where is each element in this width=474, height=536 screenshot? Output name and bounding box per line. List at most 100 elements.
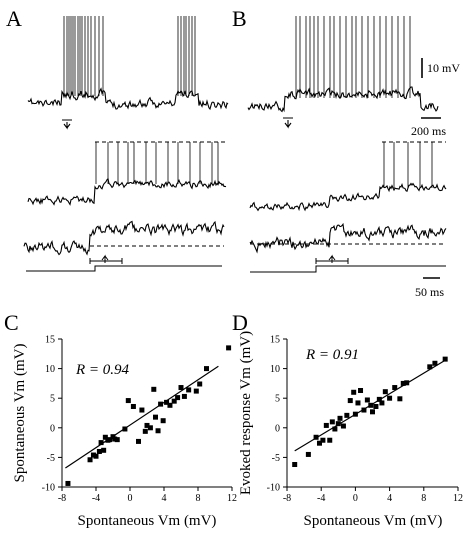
plot-d-x-tick-label: -8 bbox=[283, 493, 291, 504]
stimulus-trace-b bbox=[250, 265, 446, 273]
plot-c-x-tick-label: 0 bbox=[128, 493, 133, 504]
plot-c-data-point bbox=[136, 438, 141, 444]
plot-d-data-point bbox=[376, 396, 382, 402]
latency-marker-a bbox=[89, 254, 123, 264]
plot-d-data-point bbox=[442, 356, 448, 362]
plot-d-data-point bbox=[340, 423, 346, 429]
scatter-plot-d: R = 0.91 Spontaneous Vm (mV) Evoked resp… bbox=[238, 331, 463, 529]
voltage-scale-label: 10 mV bbox=[427, 61, 460, 75]
plot-c-y-tick-label: -5 bbox=[47, 453, 55, 464]
plot-c-data-point bbox=[139, 407, 145, 413]
plot-c-data-point bbox=[158, 401, 164, 407]
plot-c-data-point bbox=[160, 418, 166, 424]
plot-c-data-point bbox=[87, 457, 93, 463]
plot-c-data-point bbox=[153, 414, 158, 420]
plot-c-data-point bbox=[65, 480, 71, 486]
plot-d-data-point bbox=[358, 388, 364, 394]
plot-c-data-point bbox=[178, 385, 184, 391]
plot-d-data-point bbox=[313, 434, 319, 440]
plot-d-data-point bbox=[364, 397, 370, 403]
plot-d-data-point bbox=[370, 409, 375, 415]
plot-d-data-point bbox=[404, 380, 410, 386]
plot-d-data-point bbox=[323, 422, 329, 428]
plot-c-x-tick-label: 4 bbox=[162, 493, 167, 504]
plot-c-y-tick-label: 0 bbox=[50, 423, 55, 434]
plot-d-y-tick-label: -10 bbox=[267, 483, 280, 494]
plot-c-y-tick-label: -10 bbox=[42, 483, 55, 494]
plot-c-data-point bbox=[130, 403, 136, 409]
plot-d-data-point bbox=[351, 389, 357, 395]
plot-c-data-point bbox=[96, 448, 102, 454]
plot-d-data-point bbox=[432, 360, 438, 366]
plot-d-y-tick-label: 5 bbox=[275, 394, 280, 405]
trace-a-upper bbox=[27, 87, 229, 111]
plot-c-y-tick-label: 10 bbox=[45, 364, 55, 375]
plot-c-data-point bbox=[107, 437, 113, 443]
plot-d-y-tick-label: 15 bbox=[270, 335, 280, 346]
plot-c-data-point bbox=[90, 452, 96, 458]
plot-d-x-label: Spontaneous Vm (mV) bbox=[304, 513, 443, 529]
plot-d-data-point bbox=[352, 411, 358, 417]
plot-c-y-label: Spontaneous Vm (mV) bbox=[12, 344, 28, 483]
plot-d-data-point bbox=[344, 412, 350, 418]
panel-label-c: C bbox=[4, 310, 19, 335]
plot-d-data-point bbox=[335, 421, 341, 427]
plot-c-data-point bbox=[171, 398, 177, 404]
plot-c-regression-line bbox=[65, 365, 219, 469]
trace-b-middle bbox=[249, 182, 447, 212]
plot-d-data-point bbox=[347, 398, 353, 404]
trace-a-lower bbox=[23, 220, 225, 256]
latency-marker-b bbox=[315, 254, 349, 264]
plot-c-annotation: R = 0.94 bbox=[75, 362, 130, 378]
plot-c-data-point bbox=[112, 436, 118, 442]
plot-c-data-point bbox=[167, 402, 173, 408]
plot-d-data-point bbox=[379, 400, 385, 406]
plot-c-data-point bbox=[155, 428, 161, 434]
plot-c-x-tick-label: -8 bbox=[58, 493, 66, 504]
panel-label-a: A bbox=[6, 6, 22, 31]
plot-c-data-point bbox=[125, 398, 131, 404]
trace-a-middle bbox=[27, 177, 227, 206]
plot-c-y-tick-label: 15 bbox=[45, 335, 55, 346]
plot-d-data-point bbox=[305, 451, 311, 457]
plot-c-data-point bbox=[151, 386, 157, 392]
plot-c-data-point bbox=[122, 426, 128, 432]
plot-d-data-point bbox=[427, 364, 433, 370]
plot-d-annotation: R = 0.91 bbox=[305, 347, 359, 363]
plot-c-data-point bbox=[114, 437, 120, 443]
plot-c-data-point bbox=[186, 387, 192, 393]
plot-d-x-tick-label: 0 bbox=[353, 493, 358, 504]
plot-c-x-tick-label: 12 bbox=[227, 493, 237, 504]
plot-d-y-label: Evoked response Vm (mV) bbox=[238, 331, 254, 495]
plot-d-data-point bbox=[316, 440, 322, 446]
voltage-traces bbox=[23, 16, 447, 273]
plot-d-data-point bbox=[337, 415, 343, 421]
plot-c-x-tick-label: 8 bbox=[196, 493, 201, 504]
plot-c-data-point bbox=[226, 345, 232, 351]
plot-c-x-tick-label: -4 bbox=[92, 493, 100, 504]
plot-d-data-point bbox=[327, 437, 333, 443]
plot-c-y-tick-label: 5 bbox=[50, 394, 55, 405]
plot-d-data-point bbox=[387, 395, 393, 401]
plot-d-data-point bbox=[397, 396, 403, 402]
plot-d-data-point bbox=[329, 419, 335, 425]
plot-d-data-point bbox=[392, 385, 398, 391]
plot-c-data-point bbox=[193, 388, 199, 394]
time-scale-label-bottom: 50 ms bbox=[415, 285, 444, 299]
plot-d-data-point bbox=[373, 403, 379, 409]
plot-d-y-tick-label: -5 bbox=[272, 453, 280, 464]
stimulus-marker-a-upper bbox=[62, 119, 72, 130]
plot-d-x-tick-label: 8 bbox=[421, 493, 426, 504]
trace-b-lower bbox=[249, 222, 447, 254]
plot-d-x-tick-label: 4 bbox=[387, 493, 392, 504]
trace-b-upper bbox=[247, 86, 439, 113]
plot-c-data-point bbox=[101, 447, 107, 453]
stimulus-marker-b-upper bbox=[283, 117, 293, 129]
plot-d-y-tick-label: 10 bbox=[270, 364, 280, 375]
plot-c-data-point bbox=[204, 366, 209, 372]
plot-d-x-tick-label: -4 bbox=[317, 493, 325, 504]
plot-d-x-tick-label: 12 bbox=[453, 493, 463, 504]
plot-c-data-point bbox=[102, 434, 108, 440]
plot-d-data-point bbox=[382, 389, 388, 395]
